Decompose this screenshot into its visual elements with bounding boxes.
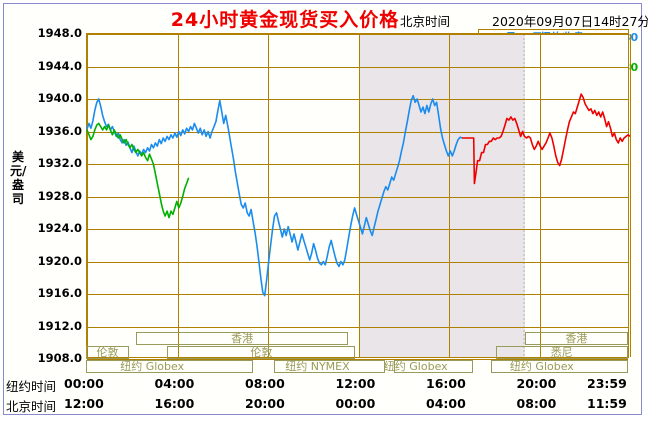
ny-time-tick: 16:00 (426, 376, 466, 391)
y-axis-tick: 1944.0 (37, 58, 82, 73)
y-axis-tick: 1920.0 (37, 253, 82, 268)
session-bar (86, 346, 129, 359)
horizontal-gridline (87, 359, 628, 360)
session-bar (273, 360, 385, 373)
bj-time-row-label: 北京时间 (6, 399, 57, 414)
bj-time-tick: 16:00 (154, 396, 195, 411)
session-label: 纽约 Globex (383, 360, 448, 373)
bj-time-tick: 00:00 (335, 396, 376, 411)
session-bar (167, 346, 356, 359)
y-axis-tick: 1932.0 (37, 156, 82, 170)
session-label: 伦敦 (96, 346, 119, 359)
y-axis-tick: 1916.0 (37, 286, 82, 300)
series-line-green (86, 122, 190, 219)
bj-time-tick: 20:00 (245, 396, 285, 411)
bj-time-tick: 12:00 (64, 396, 104, 411)
shaded-region-edge (522, 34, 525, 357)
nymex-shaded-region (360, 34, 525, 357)
horizontal-gridline (87, 294, 628, 295)
session-label: 纽约 NYMEX (285, 360, 350, 373)
series-line-red (462, 93, 631, 185)
session-bar (524, 332, 628, 345)
horizontal-gridline (87, 99, 628, 100)
beijing-time-label: 北京时间 (400, 14, 451, 29)
horizontal-gridline (87, 34, 628, 35)
horizontal-gridline (87, 327, 628, 328)
session-bar (393, 360, 473, 373)
ny-time-tick: 12:00 (335, 376, 376, 391)
horizontal-gridline (87, 197, 628, 198)
ny-time-tick: 08:00 (245, 376, 285, 391)
vertical-gridline (178, 34, 179, 357)
session-label: 伦敦 (250, 346, 273, 359)
session-label: 香港 (231, 332, 254, 345)
y-axis-tick: 1908.0 (37, 351, 82, 365)
vertical-gridline (540, 34, 541, 357)
beijing-time-value: 2020年09月07日14时27分 (492, 14, 648, 29)
y-axis-unit-label: 美元/盎司 (10, 150, 27, 206)
session-bar (135, 332, 349, 345)
bj-time-tick: 11:59 (587, 396, 627, 411)
bj-time-tick: 08:00 (516, 396, 557, 411)
horizontal-gridline (87, 229, 628, 230)
y-axis-tick-labels: 1948.0 1944.0 1940.0 1936.0 1932.0 1928.0 1924… (0, 26, 82, 365)
ny-time-tick: 00:00 (64, 376, 104, 391)
horizontal-gridline (87, 262, 628, 263)
vertical-gridline (87, 34, 88, 357)
y-axis-tick: 1936.0 (37, 123, 82, 138)
ny-time-tick: 20:00 (516, 376, 557, 391)
session-label: 纽约 Globex (120, 360, 185, 373)
plot-area (86, 33, 631, 360)
session-label: 悉尼 (550, 346, 573, 359)
ny-time-tick: 04:00 (154, 376, 195, 391)
session-bar (86, 360, 254, 373)
vertical-gridline (449, 34, 450, 357)
series-line-blue (86, 94, 463, 297)
y-axis-tick: 1940.0 (37, 91, 82, 105)
horizontal-gridline (87, 164, 628, 165)
session-bar (495, 346, 628, 359)
y-axis-tick: 1912.0 (37, 318, 82, 333)
session-bar (490, 360, 628, 373)
session-label: 香港 (565, 332, 588, 345)
ny-time-tick: 23:59 (587, 376, 627, 391)
horizontal-gridline (87, 67, 628, 68)
y-axis-tick: 1924.0 (37, 221, 82, 235)
session-label: 纽约 Globex (509, 360, 574, 373)
y-axis-tick: 1948.0 (37, 26, 82, 40)
vertical-gridline (359, 34, 360, 357)
page-title: 24小时黄金现货买入价格 (170, 9, 400, 31)
series-layer (86, 93, 631, 297)
horizontal-gridline (87, 132, 628, 133)
vertical-gridline (630, 34, 631, 357)
ny-time-row-label: 纽约时间 (6, 379, 57, 394)
vertical-gridline (268, 34, 269, 357)
y-axis-tick: 1928.0 (37, 188, 82, 203)
bj-time-tick: 04:00 (426, 396, 466, 411)
